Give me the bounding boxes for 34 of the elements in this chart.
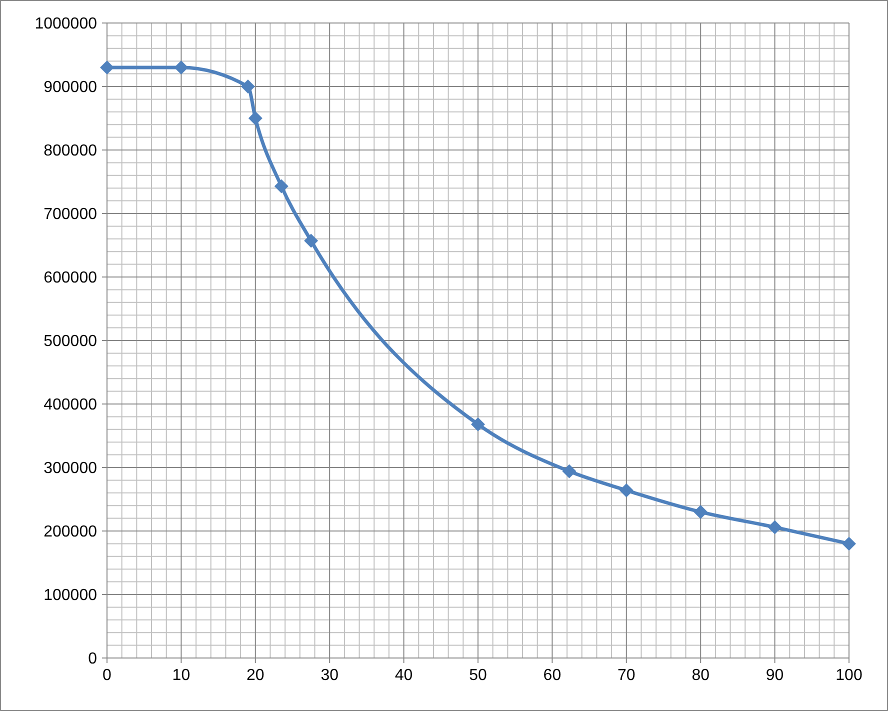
y-tick-label: 1000000 bbox=[34, 16, 98, 33]
x-tick-label: 0 bbox=[102, 667, 112, 684]
point bbox=[304, 234, 318, 248]
y-tick-label: 500000 bbox=[44, 333, 98, 350]
point bbox=[768, 520, 782, 534]
y-tick-label: 0 bbox=[88, 650, 98, 668]
x-tick-label: 50 bbox=[469, 667, 487, 684]
point bbox=[471, 417, 485, 432]
y-tick-label: 800000 bbox=[44, 142, 98, 160]
y-tick-label: 900000 bbox=[44, 79, 98, 96]
y-tick-label: 400000 bbox=[44, 396, 98, 414]
point bbox=[562, 464, 576, 478]
y-tick-label: 200000 bbox=[44, 524, 98, 541]
point bbox=[100, 60, 114, 74]
y-tick-label: 300000 bbox=[44, 460, 98, 478]
y-tick-label: 600000 bbox=[44, 270, 98, 287]
x-tick-label: 100 bbox=[836, 667, 862, 684]
point bbox=[619, 483, 634, 498]
point bbox=[274, 179, 288, 194]
x-tick-label: 80 bbox=[692, 667, 710, 684]
point bbox=[694, 504, 708, 519]
x-tick-label: 30 bbox=[320, 667, 339, 684]
y-tick-label: 100000 bbox=[44, 587, 98, 604]
x-tick-label: 60 bbox=[543, 667, 562, 684]
x-tick-label: 10 bbox=[172, 667, 190, 684]
x-tick-label: 90 bbox=[766, 667, 784, 684]
x-tick-label: 20 bbox=[246, 667, 264, 684]
point bbox=[174, 60, 188, 74]
point bbox=[842, 536, 856, 551]
point bbox=[248, 111, 262, 126]
y-tick-label: 700000 bbox=[44, 206, 98, 224]
x-tick-label: 40 bbox=[394, 667, 413, 684]
point bbox=[240, 80, 255, 94]
x-tick-label: 70 bbox=[618, 667, 636, 684]
